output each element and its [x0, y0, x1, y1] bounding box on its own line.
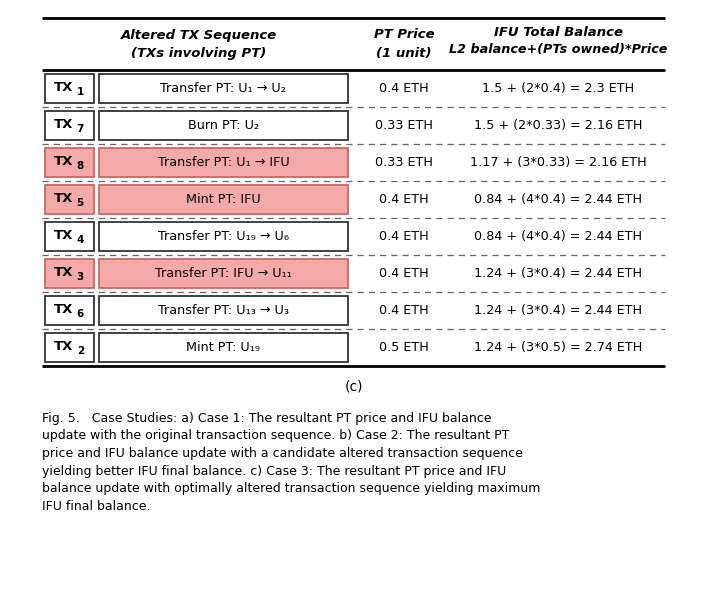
Text: Burn PT: U₂: Burn PT: U₂: [188, 119, 259, 132]
Text: TX: TX: [54, 118, 74, 131]
Text: TX: TX: [54, 81, 74, 94]
Text: (1 unit): (1 unit): [376, 46, 432, 60]
Text: 1.5 + (2*0.33) = 2.16 ETH: 1.5 + (2*0.33) = 2.16 ETH: [474, 119, 643, 132]
Text: TX: TX: [54, 340, 74, 353]
Text: Transfer PT: U₁₉ → U₆: Transfer PT: U₁₉ → U₆: [158, 230, 289, 243]
FancyBboxPatch shape: [45, 148, 94, 177]
FancyBboxPatch shape: [45, 333, 94, 362]
FancyBboxPatch shape: [99, 111, 348, 140]
FancyBboxPatch shape: [99, 333, 348, 362]
Text: 0.5 ETH: 0.5 ETH: [379, 341, 429, 354]
Text: 3: 3: [76, 272, 84, 282]
Text: 8: 8: [76, 161, 84, 171]
Text: IFU Total Balance: IFU Total Balance: [494, 25, 623, 39]
Text: balance update with optimally altered transaction sequence yielding maximum: balance update with optimally altered tr…: [42, 482, 540, 495]
Text: TX: TX: [54, 266, 74, 279]
FancyBboxPatch shape: [99, 148, 348, 177]
Text: TX: TX: [54, 155, 74, 168]
Text: 0.4 ETH: 0.4 ETH: [379, 230, 429, 243]
FancyBboxPatch shape: [45, 111, 94, 140]
Text: 1.24 + (3*0.4) = 2.44 ETH: 1.24 + (3*0.4) = 2.44 ETH: [474, 267, 643, 280]
Text: Transfer PT: U₁₃ → U₃: Transfer PT: U₁₃ → U₃: [158, 304, 289, 317]
Text: (c): (c): [344, 379, 363, 393]
FancyBboxPatch shape: [99, 185, 348, 214]
Text: Mint PT: IFU: Mint PT: IFU: [186, 193, 261, 206]
FancyBboxPatch shape: [45, 185, 94, 214]
Text: Fig. 5.   Case Studies: a) Case 1: The resultant PT price and IFU balance: Fig. 5. Case Studies: a) Case 1: The res…: [42, 412, 491, 425]
Text: update with the original transaction sequence. b) Case 2: The resultant PT: update with the original transaction seq…: [42, 429, 509, 442]
FancyBboxPatch shape: [45, 74, 94, 103]
FancyBboxPatch shape: [45, 259, 94, 288]
Text: 1.24 + (3*0.4) = 2.44 ETH: 1.24 + (3*0.4) = 2.44 ETH: [474, 304, 643, 317]
FancyBboxPatch shape: [45, 222, 94, 251]
Text: 2: 2: [76, 346, 84, 356]
Text: 1.17 + (3*0.33) = 2.16 ETH: 1.17 + (3*0.33) = 2.16 ETH: [470, 156, 647, 169]
Text: Transfer PT: U₁ → IFU: Transfer PT: U₁ → IFU: [158, 156, 289, 169]
Text: L2 balance+(PTs owned)*Price: L2 balance+(PTs owned)*Price: [450, 43, 667, 57]
Text: Mint PT: U₁₉: Mint PT: U₁₉: [187, 341, 260, 354]
FancyBboxPatch shape: [99, 296, 348, 325]
Text: 0.4 ETH: 0.4 ETH: [379, 193, 429, 206]
Text: 7: 7: [76, 124, 84, 134]
Text: IFU final balance.: IFU final balance.: [42, 500, 151, 512]
FancyBboxPatch shape: [99, 259, 348, 288]
FancyBboxPatch shape: [99, 74, 348, 103]
Text: 0.4 ETH: 0.4 ETH: [379, 304, 429, 317]
FancyBboxPatch shape: [99, 222, 348, 251]
Text: TX: TX: [54, 192, 74, 205]
Text: 0.4 ETH: 0.4 ETH: [379, 82, 429, 95]
Text: 4: 4: [76, 235, 84, 245]
Text: 6: 6: [76, 309, 84, 319]
Text: 0.33 ETH: 0.33 ETH: [375, 119, 433, 132]
Text: TX: TX: [54, 229, 74, 242]
Text: 1.24 + (3*0.5) = 2.74 ETH: 1.24 + (3*0.5) = 2.74 ETH: [474, 341, 643, 354]
Text: 0.4 ETH: 0.4 ETH: [379, 267, 429, 280]
Text: price and IFU balance update with a candidate altered transaction sequence: price and IFU balance update with a cand…: [42, 447, 523, 460]
Text: 1.5 + (2*0.4) = 2.3 ETH: 1.5 + (2*0.4) = 2.3 ETH: [482, 82, 635, 95]
Text: (TXs involving PT): (TXs involving PT): [132, 46, 267, 60]
FancyBboxPatch shape: [45, 296, 94, 325]
Text: yielding better IFU final balance. c) Case 3: The resultant PT price and IFU: yielding better IFU final balance. c) Ca…: [42, 465, 506, 477]
Text: Transfer PT: U₁ → U₂: Transfer PT: U₁ → U₂: [160, 82, 286, 95]
Text: 0.84 + (4*0.4) = 2.44 ETH: 0.84 + (4*0.4) = 2.44 ETH: [474, 230, 643, 243]
Text: 5: 5: [76, 198, 84, 208]
Text: 0.84 + (4*0.4) = 2.44 ETH: 0.84 + (4*0.4) = 2.44 ETH: [474, 193, 643, 206]
Text: Altered TX Sequence: Altered TX Sequence: [121, 28, 277, 42]
Text: PT Price: PT Price: [374, 28, 434, 42]
Text: TX: TX: [54, 303, 74, 316]
Text: 1: 1: [76, 87, 84, 97]
Text: Transfer PT: IFU → U₁₁: Transfer PT: IFU → U₁₁: [155, 267, 292, 280]
Text: 0.33 ETH: 0.33 ETH: [375, 156, 433, 169]
